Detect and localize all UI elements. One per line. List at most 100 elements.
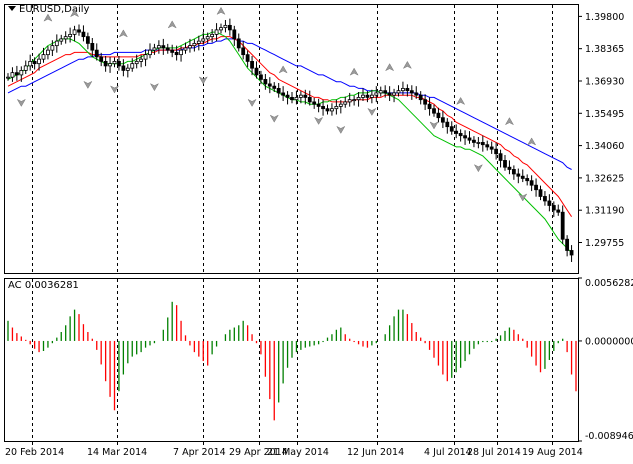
candle-body	[63, 36, 68, 40]
fractal-down-marker	[429, 121, 439, 130]
candle-body	[201, 38, 206, 42]
x-tick-label: 14 Mar 2014	[87, 447, 147, 458]
candle-body	[454, 130, 459, 134]
candle-body	[516, 173, 521, 177]
candle-body	[103, 61, 108, 67]
candle-body	[170, 49, 175, 53]
price-panel-frame	[4, 4, 579, 274]
candle-body	[250, 61, 254, 69]
fractal-down-marker	[247, 98, 257, 107]
fractal-up-marker	[43, 13, 53, 22]
fractal-down-marker	[313, 116, 324, 125]
candle-body	[241, 47, 246, 56]
candle-body	[6, 76, 10, 79]
fractal-down-marker	[473, 164, 484, 173]
candle-body	[130, 63, 135, 69]
candle-body	[449, 126, 454, 132]
candle-body	[117, 61, 121, 67]
candle-body	[14, 72, 19, 76]
x-tick-label: 29 Apr 2014	[229, 447, 288, 458]
candle-body	[32, 61, 37, 65]
candle-body	[307, 97, 312, 103]
fractal-up-marker	[384, 63, 395, 72]
x-tick-label: 21 May 2014	[267, 447, 329, 458]
fractal-down-marker	[518, 193, 528, 202]
y-tick-label: 1.38365	[585, 44, 624, 55]
candle-body	[59, 38, 64, 42]
dropdown-triangle-icon[interactable]	[8, 6, 16, 11]
candle-body	[143, 54, 148, 60]
indicator-value: 0.0036281	[24, 280, 79, 291]
candle-body	[188, 45, 192, 49]
x-tick-label: 12 Jun 2014	[347, 447, 404, 458]
candle-body	[232, 29, 237, 40]
x-tick-label: 20 Feb 2014	[5, 447, 64, 458]
candle-body	[37, 58, 41, 65]
candle-body	[423, 99, 428, 105]
candle-body	[227, 24, 232, 31]
candle-body	[511, 169, 516, 175]
candle-body	[156, 45, 161, 49]
candle-body	[498, 153, 503, 161]
candle-body	[347, 99, 352, 103]
y-tick-label: 0.0000000	[585, 336, 633, 347]
candle-body	[41, 54, 46, 60]
candle-body	[338, 103, 343, 107]
candle-body	[476, 142, 481, 144]
candle-body	[298, 94, 303, 98]
candle-body	[294, 97, 299, 101]
timeframe-label: Daily	[64, 4, 90, 15]
candle-body	[436, 112, 441, 119]
chart-title[interactable]: EURUSD,Daily	[8, 4, 89, 15]
candle-body	[565, 238, 570, 251]
candle-body	[245, 54, 250, 62]
candle-body	[223, 24, 228, 29]
candle-body	[19, 70, 24, 76]
candle-body	[179, 49, 183, 56]
moving-average-line-ma_mid	[7, 36, 573, 217]
candle-body	[361, 94, 365, 98]
candle-body	[463, 135, 467, 139]
fractal-up-marker	[526, 137, 537, 146]
x-tick-label: 4 Jul 2014	[424, 447, 472, 458]
candle-body	[99, 56, 104, 62]
candle-body	[259, 74, 263, 80]
candle-body	[28, 61, 33, 67]
candle-body	[378, 90, 383, 94]
candle-body	[321, 106, 325, 110]
candle-body	[374, 92, 379, 96]
y-tick-label: 1.32625	[585, 173, 624, 184]
candle-body	[525, 178, 530, 182]
candle-body	[440, 117, 445, 123]
candle-body	[152, 47, 157, 51]
fractal-up-marker	[402, 60, 413, 69]
fractal-up-marker	[118, 29, 129, 38]
candle-body	[108, 63, 112, 67]
symbol-label: EURUSD	[19, 4, 61, 15]
candle-body	[387, 92, 392, 96]
fractal-down-marker	[367, 107, 377, 116]
candle-body	[427, 103, 432, 110]
candle-body	[414, 92, 419, 96]
candle-body	[214, 29, 219, 35]
candle-body	[365, 94, 370, 98]
y-tick-label: 0.0056282	[585, 278, 633, 289]
candle-body	[121, 65, 126, 71]
candle-body	[263, 79, 268, 85]
candle-body	[281, 92, 286, 96]
fractal-down-marker	[83, 80, 93, 89]
indicator-panel-frame	[4, 278, 579, 442]
candle-body	[334, 106, 339, 110]
candle-body	[529, 180, 534, 186]
fractal-down-marker	[336, 125, 346, 134]
candle-body	[94, 49, 99, 58]
candle-body	[165, 47, 170, 51]
candle-body	[303, 94, 308, 98]
fractal-down-marker	[198, 76, 208, 85]
candle-body	[343, 101, 348, 105]
candle-body	[352, 99, 357, 102]
y-tick-label: 1.36930	[585, 76, 624, 87]
candle-body	[219, 27, 223, 31]
candle-body	[325, 108, 330, 112]
